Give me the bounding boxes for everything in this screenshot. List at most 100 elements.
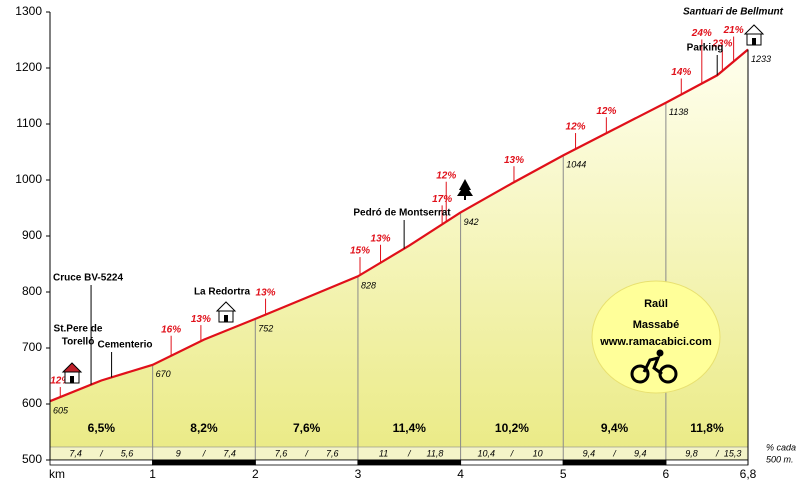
half-km-gradient: 9,8	[685, 448, 698, 458]
profile-area	[50, 49, 748, 461]
place-label: Santuari de Bellmunt	[683, 7, 784, 18]
x-tick-label: 6	[663, 467, 670, 481]
y-tick-label: 500	[22, 452, 42, 466]
km-gradient: 6,5%	[88, 421, 116, 435]
logo-text: Raül	[644, 298, 668, 310]
y-tick-label: 1000	[15, 172, 42, 186]
half-km-gradient: 11,8	[426, 448, 443, 458]
logo-badge	[591, 280, 721, 394]
half-km-gradient: 5,6	[121, 448, 134, 458]
checkpoint-label: 828	[361, 281, 376, 291]
steep-label: 12%	[566, 122, 586, 133]
y-tick-label: 1200	[15, 60, 42, 74]
tree-trunk	[464, 196, 466, 200]
km-gradient: 7,6%	[293, 421, 321, 435]
steep-label: 12%	[436, 170, 456, 181]
half-km-gradient: 10	[533, 448, 543, 458]
slash: /	[715, 448, 720, 458]
steep-label: 13%	[191, 314, 211, 325]
house-roof	[61, 362, 83, 373]
x-tick-label: 3	[355, 467, 362, 481]
house-icon	[61, 362, 83, 384]
steep-label: 24%	[691, 28, 712, 39]
checkpoint-label: 670	[156, 369, 171, 379]
house-roof	[215, 301, 237, 312]
km-band	[254, 459, 359, 466]
x-tick-label: 4	[457, 467, 464, 481]
house-roof	[743, 24, 765, 35]
cyclist-icon	[630, 349, 678, 384]
place-label: Cruce BV-5224	[53, 273, 123, 284]
half-km-gradient: 9,4	[583, 448, 596, 458]
km-gradient: 10,2%	[495, 421, 529, 435]
y-tick-label: 1300	[15, 4, 42, 18]
x-tick-label: 2	[252, 467, 259, 481]
steep-label: 23%	[711, 39, 732, 50]
house-door	[224, 315, 228, 322]
km-gradient: 11,8%	[690, 421, 724, 435]
x-tick-label: 5	[560, 467, 567, 481]
place-label: Cementerio	[97, 340, 152, 351]
km-band	[49, 459, 154, 466]
slash: /	[407, 448, 412, 458]
steep-label: 13%	[256, 287, 276, 298]
y-tick-label: 700	[22, 340, 42, 354]
checkpoint-label: 1044	[566, 160, 586, 170]
half-km-gradient: 10,4	[477, 448, 495, 458]
house-door	[70, 376, 74, 383]
house-icon	[215, 301, 237, 323]
slash: /	[612, 448, 617, 458]
half-km-gradient: 11	[379, 448, 388, 458]
half-km-gradient: 15,3	[724, 448, 742, 458]
checkpoint-label: 1138	[669, 107, 688, 117]
y-tick-label: 900	[22, 228, 42, 242]
half-km-gradient: 9,4	[634, 448, 647, 458]
rider-head	[656, 349, 664, 357]
slash: /	[99, 448, 104, 458]
checkpoint-label: 942	[464, 217, 479, 227]
checkpoint-label: 1233	[751, 54, 771, 64]
steep-label: 16%	[161, 324, 181, 335]
y-tick-label: 600	[22, 396, 42, 410]
tree-crown	[457, 184, 473, 196]
steep-label: 13%	[371, 233, 391, 244]
y-tick-label: 1100	[16, 116, 42, 130]
km-gradient: 11,4%	[393, 421, 427, 435]
place-label: Pedró de Montserrat	[353, 208, 451, 219]
half-km-gradient: 7,6	[275, 448, 288, 458]
place-label: Parking	[687, 43, 724, 54]
steep-label: 12%	[50, 376, 70, 387]
x-axis-label: km	[49, 467, 65, 481]
steep-label: 13%	[504, 155, 524, 166]
house-icon	[743, 24, 765, 46]
steep-label: 14%	[671, 67, 691, 78]
half-km-gradient: 9	[176, 448, 181, 458]
km-band	[152, 459, 256, 466]
km-band	[460, 459, 564, 466]
half-km-note: 500 m.	[766, 454, 794, 464]
slash: /	[510, 448, 515, 458]
tree-icon	[457, 179, 473, 200]
profile-line	[49, 48, 749, 403]
y-tick-label: 800	[22, 284, 42, 298]
half-km-gradient: 7,4	[69, 448, 82, 458]
km-gradient: 8,2%	[190, 421, 218, 435]
km-gradient: 9,4%	[601, 421, 629, 435]
wheel	[630, 364, 650, 384]
checkpoint-label: 605	[53, 406, 69, 416]
place-label: Torelló	[62, 337, 95, 348]
half-km-gradient: 7,6	[326, 448, 339, 458]
rider-body	[642, 355, 663, 376]
km-band	[665, 459, 749, 466]
km-band	[562, 459, 667, 466]
steep-label: 21%	[723, 25, 744, 36]
place-label: St.Pere de	[54, 324, 103, 335]
x-tick-label: 1	[149, 467, 156, 481]
place-label: La Redortra	[194, 287, 251, 298]
steep-label: 17%	[432, 194, 452, 205]
steep-label: 15%	[350, 246, 370, 257]
half-km-gradient: 7,4	[223, 448, 236, 458]
logo-text: Massabé	[633, 319, 679, 331]
checkpoint-label: 752	[258, 323, 273, 333]
